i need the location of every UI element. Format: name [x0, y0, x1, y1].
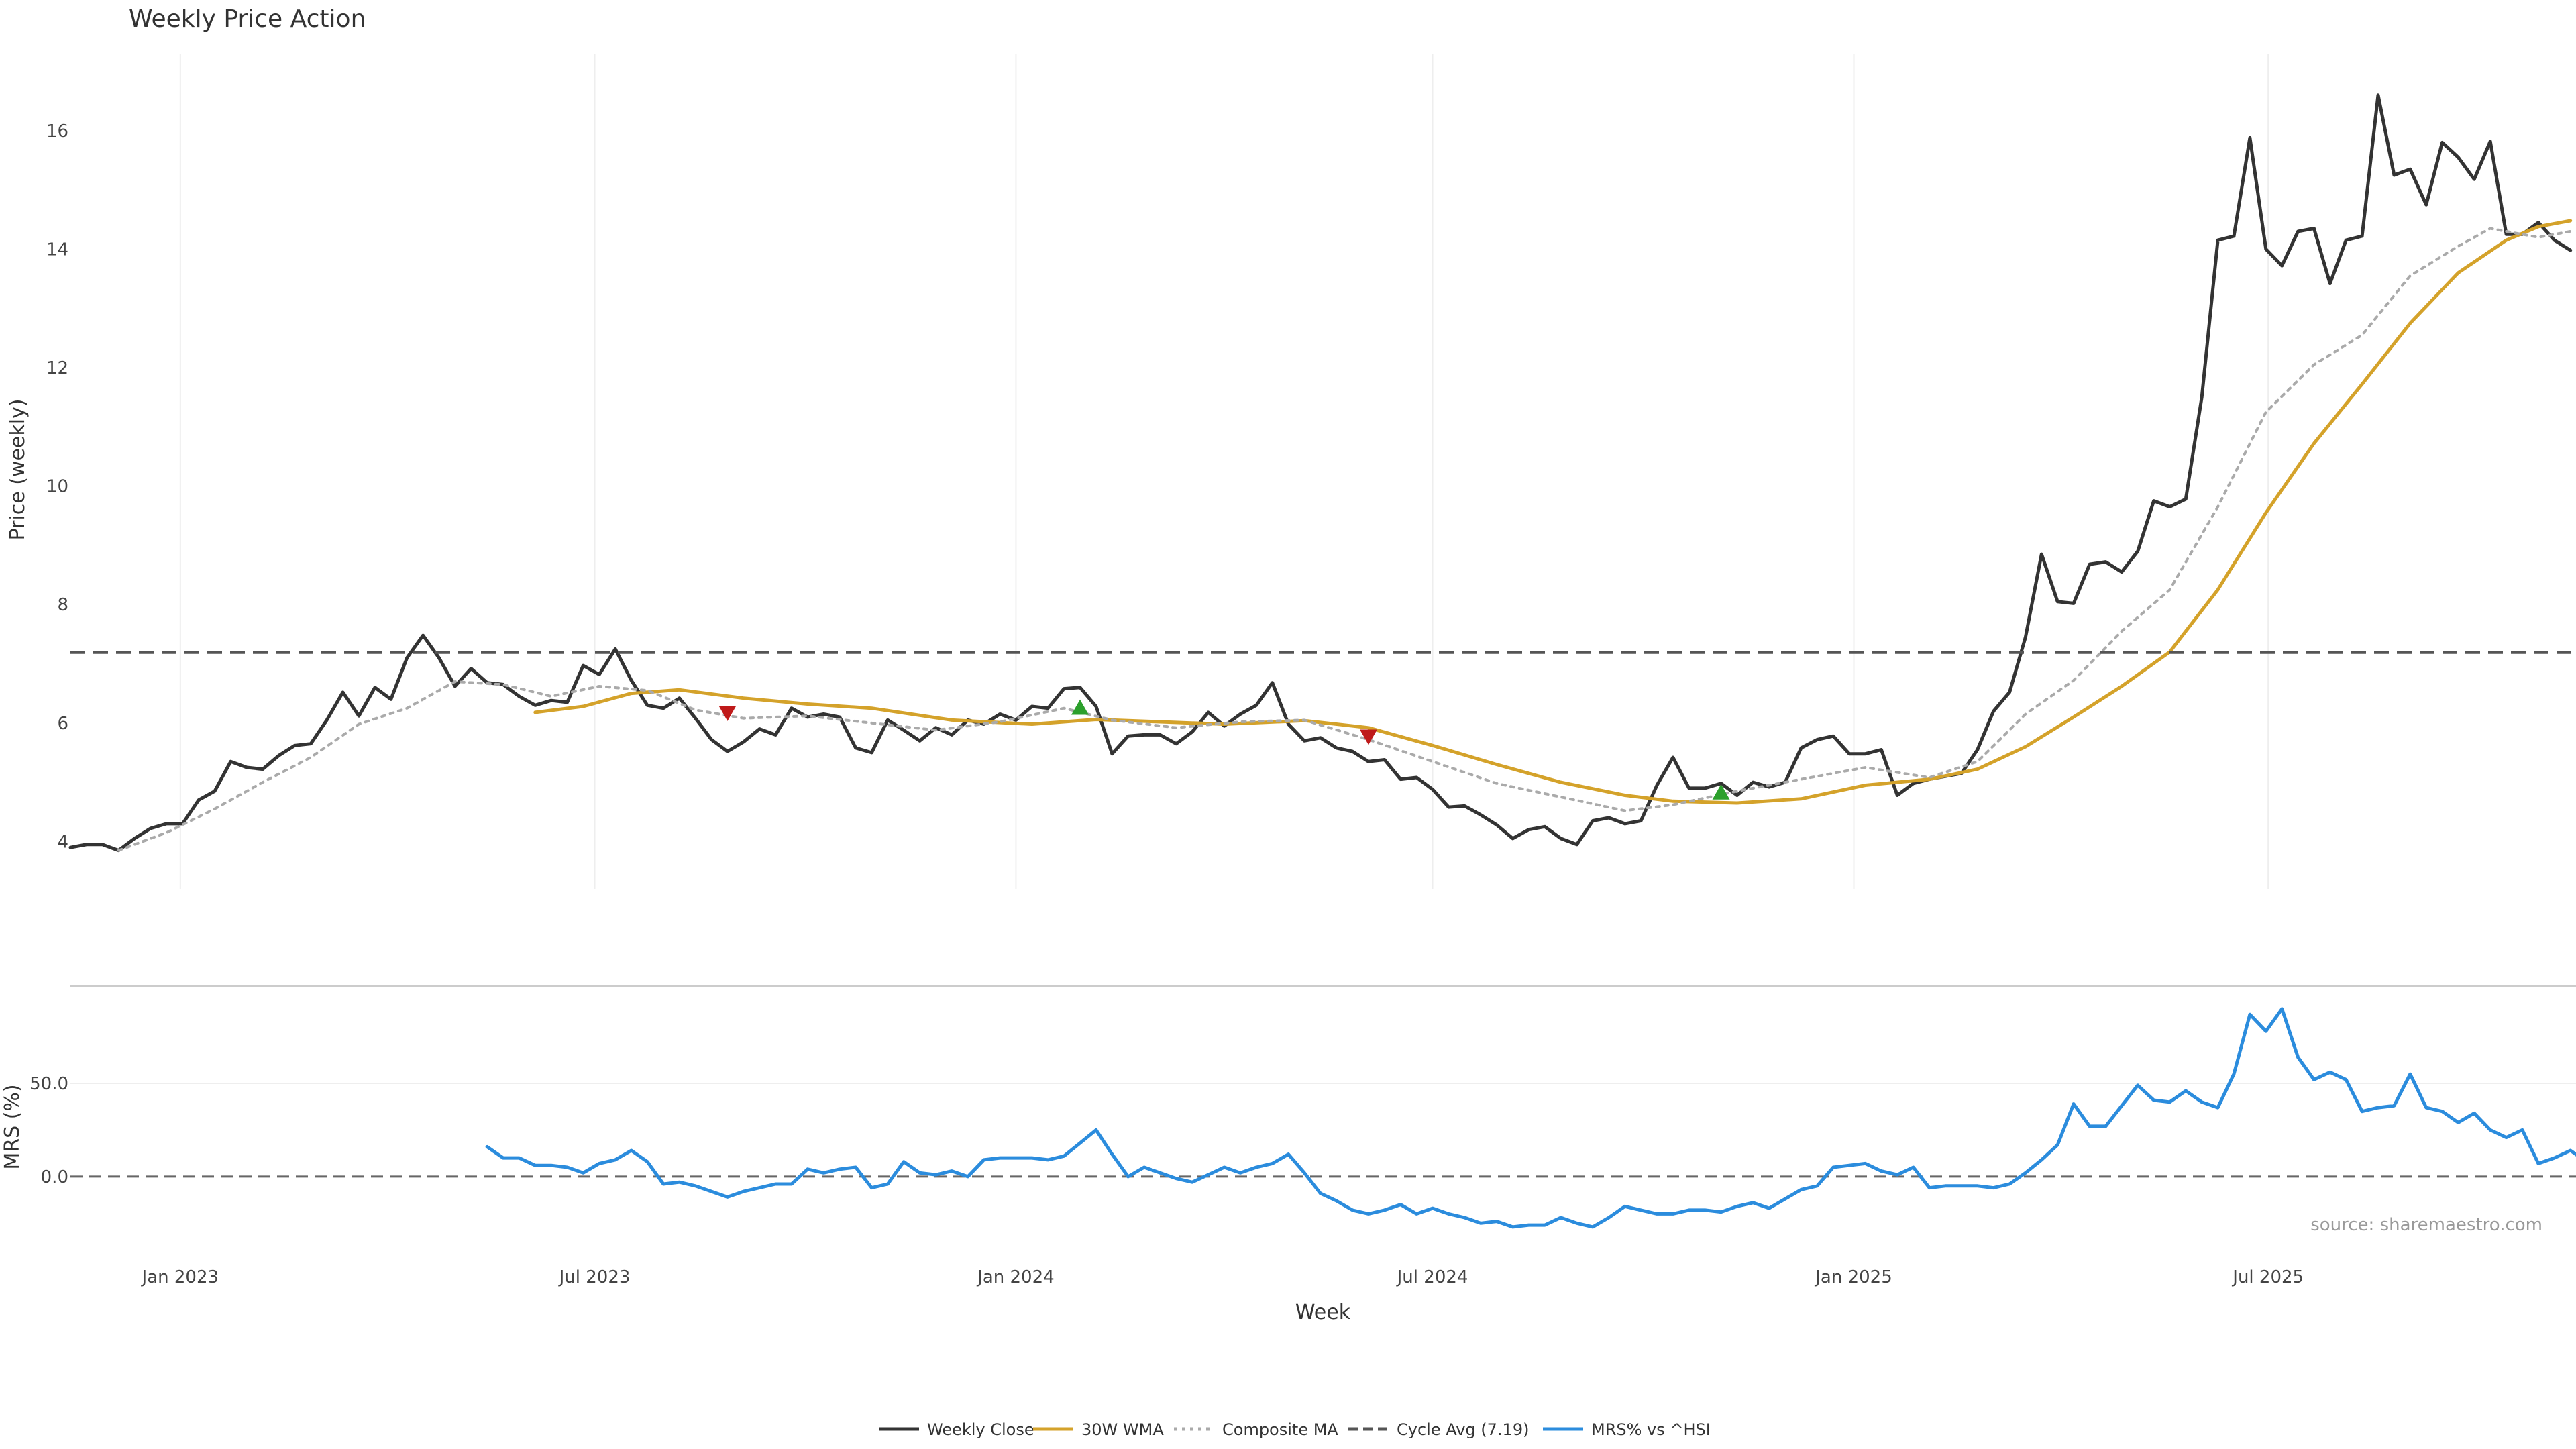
x-tick-label: Jan 2025	[1814, 1267, 1892, 1287]
source-label: source: sharemaestro.com	[2310, 1215, 2542, 1235]
x-axis-label: Week	[1295, 1301, 1351, 1324]
legend-label: Composite MA	[1222, 1420, 1338, 1439]
legend-label: MRS% vs ^HSI	[1591, 1420, 1711, 1439]
price-y-tick-label: 12	[46, 358, 68, 378]
buy-signal-marker	[1712, 784, 1730, 800]
series-30w-wma	[533, 219, 2573, 805]
series-composite-ma	[117, 227, 2572, 852]
legend-entry: Cycle Avg (7.19)	[1348, 1420, 1529, 1439]
legend-entry: Weekly Close	[879, 1420, 1034, 1439]
x-tick-label: Jan 2023	[141, 1267, 219, 1287]
price-panel: 4 6 8 10 12 14 16 Price (weekly)	[6, 54, 2576, 889]
x-axis-ticks: Jan 2023 Jul 2023 Jan 2024 Jul 2024 Jan 2025…	[141, 1267, 2304, 1287]
mrs-y-tick-label: 50.0	[30, 1074, 68, 1094]
legend-label: Cycle Avg (7.19)	[1397, 1420, 1529, 1439]
buy-signal-marker	[1071, 699, 1089, 715]
legend-entry: MRS% vs ^HSI	[1543, 1420, 1711, 1439]
series-mrs-vs-hsi	[485, 1007, 2576, 1229]
price-y-ticks: 4 6 8 10 12 14 16	[46, 121, 68, 853]
legend-label: 30W WMA	[1081, 1420, 1164, 1439]
series-weekly-close	[68, 93, 2573, 853]
mrs-panel: 0.0 50.0 MRS (%) source: sharemaestro.com	[1, 1007, 2576, 1235]
price-grid	[179, 54, 2269, 889]
mrs-y-ticks: 0.0 50.0	[30, 1074, 68, 1187]
mrs-series-group	[485, 1007, 2576, 1229]
mrs-y-tick-label: 0.0	[41, 1167, 68, 1187]
price-y-axis-label: Price (weekly)	[6, 398, 30, 540]
x-tick-label: Jul 2025	[2231, 1267, 2304, 1287]
price-y-tick-label: 4	[57, 832, 68, 852]
price-series-group	[68, 93, 2576, 853]
mrs-grid	[70, 1083, 2576, 1178]
sell-signal-marker	[1360, 729, 1377, 745]
mrs-y-axis-label: MRS (%)	[1, 1084, 24, 1169]
x-tick-label: Jul 2023	[558, 1267, 631, 1287]
legend: Weekly Close 30W WMA Composite MA Cycle Avg…	[879, 1420, 1711, 1439]
price-y-tick-label: 6	[57, 714, 68, 734]
price-y-tick-label: 10	[46, 477, 68, 497]
x-tick-label: Jan 2024	[976, 1267, 1055, 1287]
price-y-tick-label: 8	[57, 595, 68, 615]
signal-markers	[718, 699, 1730, 800]
legend-entry: 30W WMA	[1033, 1420, 1164, 1439]
price-y-tick-label: 14	[46, 239, 68, 260]
x-tick-label: Jul 2024	[1396, 1267, 1468, 1287]
sell-signal-marker	[718, 706, 737, 721]
legend-entry: Composite MA	[1174, 1420, 1338, 1439]
chart-title: Weekly Price Action	[129, 5, 366, 33]
price-y-tick-label: 16	[46, 121, 68, 142]
legend-label: Weekly Close	[927, 1420, 1034, 1439]
